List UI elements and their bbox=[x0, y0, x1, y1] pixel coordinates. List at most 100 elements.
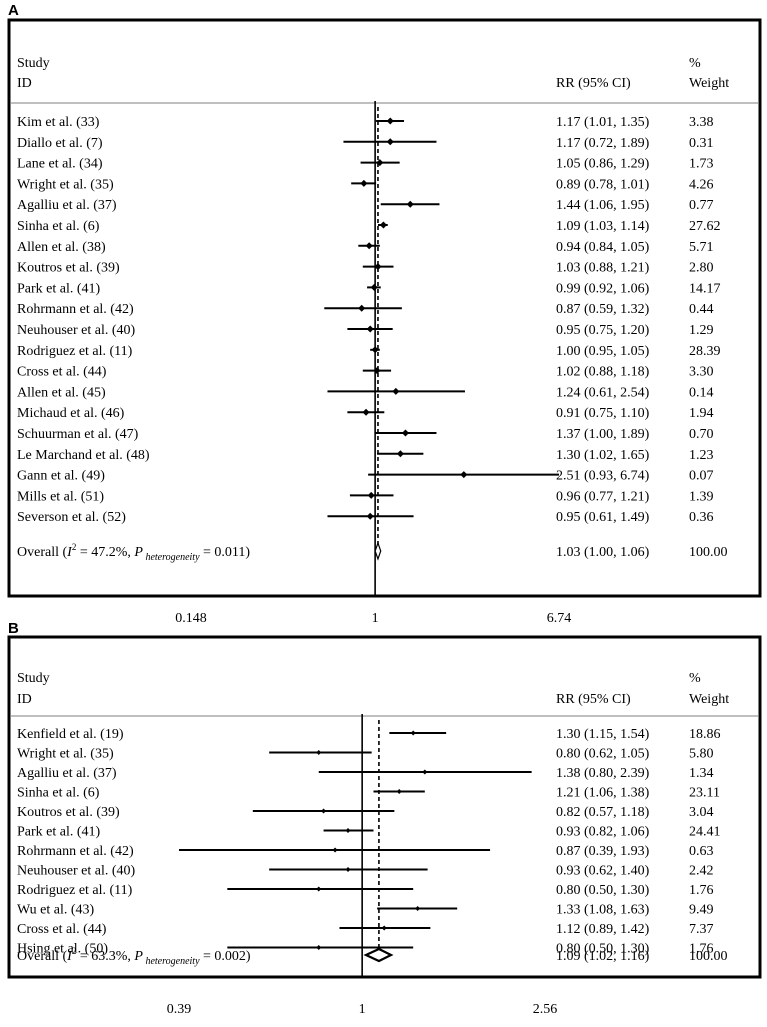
point-estimate bbox=[381, 925, 387, 931]
study-name: Koutros et al. (39) bbox=[17, 261, 120, 276]
x-tick-label: 1 bbox=[359, 1002, 366, 1017]
header-weight: Weight bbox=[689, 692, 729, 707]
ci-text: 0.96 (0.77, 1.21) bbox=[556, 489, 650, 504]
point-estimate bbox=[415, 906, 421, 911]
ci-text: 1.21 (1.06, 1.38) bbox=[556, 786, 650, 801]
weight-text: 24.41 bbox=[689, 825, 721, 840]
ci-text: 1.44 (1.06, 1.95) bbox=[556, 198, 650, 213]
plot-frame bbox=[7, 18, 762, 598]
ci-text: 0.93 (0.62, 1.40) bbox=[556, 864, 650, 879]
header-study: Study bbox=[17, 56, 50, 71]
weight-text: 5.71 bbox=[689, 240, 714, 255]
ci-text: 0.87 (0.59, 1.32) bbox=[556, 302, 650, 317]
plot-frame bbox=[7, 635, 762, 979]
weight-text: 3.04 bbox=[689, 805, 714, 820]
point-estimate bbox=[365, 242, 373, 250]
point-estimate bbox=[358, 304, 366, 312]
ci-text: 1.05 (0.86, 1.29) bbox=[556, 157, 650, 172]
point-estimate bbox=[396, 450, 404, 458]
weight-text: 0.63 bbox=[689, 844, 714, 859]
weight-text: 2.42 bbox=[689, 864, 714, 879]
study-name: Gann et al. (49) bbox=[17, 469, 105, 484]
x-tick-label: 2.56 bbox=[533, 1002, 558, 1017]
point-estimate bbox=[374, 263, 382, 271]
study-name: Neuhouser et al. (40) bbox=[17, 323, 136, 338]
x-tick-label: 6.74 bbox=[547, 611, 572, 626]
study-name: Wu et al. (43) bbox=[17, 903, 95, 918]
point-estimate bbox=[379, 221, 387, 229]
weight-text: 28.39 bbox=[689, 344, 721, 359]
weight-text: 1.73 bbox=[689, 157, 714, 172]
study-name: Schuurman et al. (47) bbox=[17, 427, 139, 442]
study-name: Wright et al. (35) bbox=[17, 177, 114, 192]
point-estimate bbox=[401, 429, 409, 437]
header-percent: % bbox=[689, 56, 701, 71]
ci-text: 0.99 (0.92, 1.06) bbox=[556, 281, 650, 296]
point-estimate bbox=[370, 283, 378, 291]
weight-text: 1.23 bbox=[689, 448, 714, 463]
point-estimate bbox=[345, 828, 351, 833]
study-name: Kenfield et al. (19) bbox=[17, 727, 124, 742]
overall-label-p-symbol: P bbox=[133, 949, 143, 964]
study-name: Agalliu et al. (37) bbox=[17, 198, 117, 213]
overall-label-label-prefix: Overall ( bbox=[17, 545, 67, 560]
weight-text: 3.30 bbox=[689, 365, 714, 380]
overall-label-p-sub: heterogeneity bbox=[143, 552, 200, 563]
ci-text: 1.09 (1.03, 1.14) bbox=[556, 219, 650, 234]
ci-text: 1.12 (0.89, 1.42) bbox=[556, 922, 650, 937]
study-name: Severson et al. (52) bbox=[17, 510, 126, 525]
ci-text: 1.30 (1.15, 1.54) bbox=[556, 727, 650, 742]
header-effect: RR (95% CI) bbox=[556, 76, 631, 91]
point-estimate bbox=[386, 138, 394, 146]
study-name: Rodriguez et al. (11) bbox=[17, 344, 133, 359]
weight-text: 7.37 bbox=[689, 922, 714, 937]
overall-label-i2-symbol: I bbox=[66, 949, 73, 964]
overall-label-p-value: = 0.011) bbox=[200, 545, 251, 560]
overall-label-i2-value: = 47.2%, bbox=[76, 545, 134, 560]
study-name: Sinha et al. (6) bbox=[17, 786, 100, 801]
point-estimate bbox=[410, 730, 416, 736]
weight-text: 1.76 bbox=[689, 942, 714, 957]
ci-text: 0.95 (0.61, 1.49) bbox=[556, 510, 650, 525]
overall-weight-text: 100.00 bbox=[689, 545, 728, 560]
weight-text: 2.80 bbox=[689, 261, 714, 276]
point-estimate bbox=[422, 769, 428, 775]
overall-label-p-value: = 0.002) bbox=[200, 949, 251, 964]
header-id: ID bbox=[17, 692, 32, 707]
study-name: Allen et al. (45) bbox=[17, 385, 106, 400]
study-name: Cross et al. (44) bbox=[17, 922, 107, 937]
overall-label-p-sub: heterogeneity bbox=[143, 956, 200, 967]
ci-text: 0.82 (0.57, 1.18) bbox=[556, 805, 650, 820]
overall-label-i2-sup: 2 bbox=[72, 542, 77, 552]
study-name: Diallo et al. (7) bbox=[17, 136, 103, 151]
study-name: Wright et al. (35) bbox=[17, 747, 114, 762]
point-estimate bbox=[316, 945, 322, 950]
weight-text: 14.17 bbox=[689, 281, 721, 296]
weight-text: 0.14 bbox=[689, 385, 714, 400]
weight-text: 4.26 bbox=[689, 177, 714, 192]
study-name: Rohrmann et al. (42) bbox=[17, 302, 134, 317]
ci-text: 1.03 (0.88, 1.21) bbox=[556, 261, 650, 276]
weight-text: 0.77 bbox=[689, 198, 714, 213]
weight-text: 1.76 bbox=[689, 883, 714, 898]
overall-diamond bbox=[374, 541, 382, 561]
overall-label-i2-value: = 63.3%, bbox=[76, 949, 134, 964]
x-tick-label: 0.148 bbox=[175, 611, 207, 626]
overall-ci-text: 1.09 (1.02, 1.16) bbox=[556, 949, 650, 964]
overall-label: Overall (I2 = 47.2%, P heterogeneity = 0… bbox=[17, 542, 250, 563]
point-estimate bbox=[316, 886, 322, 892]
panel-b-label: B bbox=[8, 620, 19, 637]
ci-text: 0.89 (0.78, 1.01) bbox=[556, 177, 650, 192]
point-estimate bbox=[392, 387, 400, 395]
x-tick-label: 1 bbox=[372, 611, 379, 626]
weight-text: 0.70 bbox=[689, 427, 714, 442]
ci-text: 1.38 (0.80, 2.39) bbox=[556, 766, 650, 781]
ci-text: 0.87 (0.39, 1.93) bbox=[556, 844, 650, 859]
study-name: Mills et al. (51) bbox=[17, 489, 104, 504]
study-name: Lane et al. (34) bbox=[17, 157, 103, 172]
study-name: Rohrmann et al. (42) bbox=[17, 844, 134, 859]
study-name: Allen et al. (38) bbox=[17, 240, 106, 255]
point-estimate bbox=[345, 867, 351, 872]
overall-label-label-prefix: Overall ( bbox=[17, 949, 67, 964]
weight-text: 0.31 bbox=[689, 136, 714, 151]
